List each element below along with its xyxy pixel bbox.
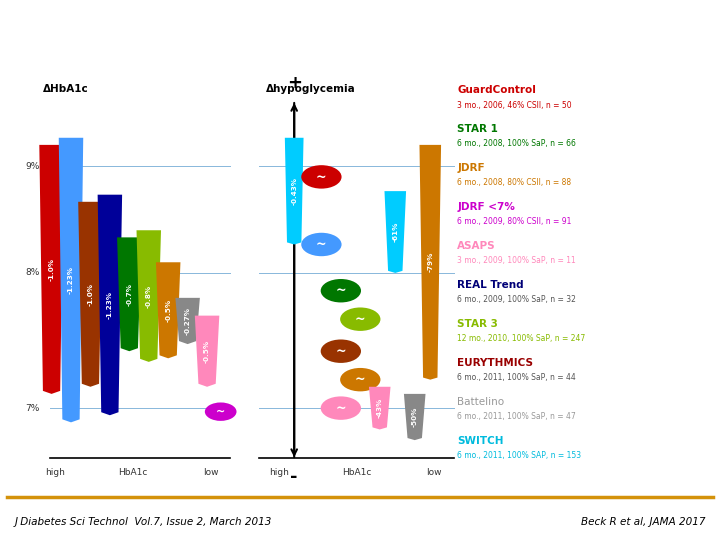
Circle shape xyxy=(340,368,380,392)
Text: 3 mo., 2009, 100% SaP, n = 11: 3 mo., 2009, 100% SaP, n = 11 xyxy=(457,256,576,265)
Text: J Diabetes Sci Technol  Vol.7, Issue 2, March 2013: J Diabetes Sci Technol Vol.7, Issue 2, M… xyxy=(14,517,271,526)
Text: low: low xyxy=(203,468,219,477)
Text: REAL Trend: REAL Trend xyxy=(457,280,524,290)
Text: 6 mo., 2008, 100% SaP, n = 66: 6 mo., 2008, 100% SaP, n = 66 xyxy=(457,139,576,148)
Polygon shape xyxy=(176,298,200,344)
Text: -: - xyxy=(290,468,298,487)
Polygon shape xyxy=(369,387,390,429)
Text: EURYTHMICS: EURYTHMICS xyxy=(457,358,534,368)
Text: Beck R et al, JAMA 2017: Beck R et al, JAMA 2017 xyxy=(581,517,706,526)
Text: JDRF <7%: JDRF <7% xyxy=(457,202,515,212)
Text: ~: ~ xyxy=(355,373,366,386)
Text: 12 mo., 2010, 100% SaP, n = 247: 12 mo., 2010, 100% SaP, n = 247 xyxy=(457,334,585,343)
Text: high: high xyxy=(269,468,289,477)
Text: Battelino: Battelino xyxy=(457,397,504,407)
Text: 6 mo., 2009, 100% SaP, n = 32: 6 mo., 2009, 100% SaP, n = 32 xyxy=(457,295,576,304)
Polygon shape xyxy=(384,191,406,273)
Text: HbA1c: HbA1c xyxy=(342,468,371,477)
Polygon shape xyxy=(98,195,122,415)
Polygon shape xyxy=(195,315,220,387)
Text: -1.0%: -1.0% xyxy=(87,283,94,306)
Text: GuardControl: GuardControl xyxy=(457,85,536,96)
Polygon shape xyxy=(420,145,441,380)
Polygon shape xyxy=(40,145,64,394)
Text: 9%: 9% xyxy=(25,161,40,171)
Text: ~: ~ xyxy=(336,284,346,297)
Text: ~: ~ xyxy=(316,238,327,251)
Text: 6 mo., 2011, 100% SaP, n = 47: 6 mo., 2011, 100% SaP, n = 47 xyxy=(457,412,576,421)
Text: Δhypoglycemia: Δhypoglycemia xyxy=(266,84,356,94)
Text: ΔHbA1c: ΔHbA1c xyxy=(43,84,89,94)
Text: -0.5%: -0.5% xyxy=(165,299,171,322)
Polygon shape xyxy=(404,394,426,440)
Text: JDRF: JDRF xyxy=(457,163,485,173)
Text: -0.7%: -0.7% xyxy=(126,283,132,306)
Text: 6 mo., 2009, 80% CSII, n = 91: 6 mo., 2009, 80% CSII, n = 91 xyxy=(457,217,572,226)
Circle shape xyxy=(340,307,380,331)
Text: HbA1c: HbA1c xyxy=(119,468,148,477)
Circle shape xyxy=(205,402,236,421)
Text: -79%: -79% xyxy=(427,252,433,273)
Text: low: low xyxy=(426,468,442,477)
Text: SWITCH: SWITCH xyxy=(457,436,504,446)
Text: 8%: 8% xyxy=(25,268,40,278)
Polygon shape xyxy=(156,262,181,359)
Text: -0.27%: -0.27% xyxy=(184,307,191,335)
Text: STAR 3: STAR 3 xyxy=(457,319,498,329)
Text: -1.23%: -1.23% xyxy=(107,291,113,319)
Text: -0.8%: -0.8% xyxy=(145,285,152,308)
Text: -43%: -43% xyxy=(377,398,383,419)
Circle shape xyxy=(301,233,341,256)
Text: -0.43%: -0.43% xyxy=(291,177,297,205)
Polygon shape xyxy=(285,138,304,245)
Text: 6 mo., 2011, 100% SaP, n = 44: 6 mo., 2011, 100% SaP, n = 44 xyxy=(457,373,576,382)
Text: -1.23%: -1.23% xyxy=(68,266,74,294)
Text: -1.0%: -1.0% xyxy=(48,258,55,281)
Text: ~: ~ xyxy=(316,171,327,184)
Text: CGM: RCT: CGM: RCT xyxy=(246,17,474,59)
Text: +: + xyxy=(287,74,302,92)
Circle shape xyxy=(320,396,361,420)
Text: ~: ~ xyxy=(216,407,225,417)
Text: ASAPS: ASAPS xyxy=(457,241,496,251)
Circle shape xyxy=(301,165,341,188)
Text: high: high xyxy=(45,468,66,477)
Circle shape xyxy=(320,279,361,302)
Text: 6 mo., 2008, 80% CSII, n = 88: 6 mo., 2008, 80% CSII, n = 88 xyxy=(457,178,572,187)
Polygon shape xyxy=(117,238,142,351)
Text: 3 mo., 2006, 46% CSII, n = 50: 3 mo., 2006, 46% CSII, n = 50 xyxy=(457,100,572,110)
Text: 7%: 7% xyxy=(25,403,40,413)
Text: -61%: -61% xyxy=(392,222,398,242)
Polygon shape xyxy=(59,138,84,422)
Polygon shape xyxy=(137,230,161,362)
Text: -0.5%: -0.5% xyxy=(204,340,210,363)
Text: -50%: -50% xyxy=(412,407,418,427)
Text: ~: ~ xyxy=(355,313,366,326)
Text: STAR 1: STAR 1 xyxy=(457,124,498,134)
Polygon shape xyxy=(78,202,103,387)
Text: ~: ~ xyxy=(336,345,346,357)
Text: ~: ~ xyxy=(336,402,346,415)
Circle shape xyxy=(320,340,361,363)
Text: 6 mo., 2011, 100% SAP, n = 153: 6 mo., 2011, 100% SAP, n = 153 xyxy=(457,451,581,460)
